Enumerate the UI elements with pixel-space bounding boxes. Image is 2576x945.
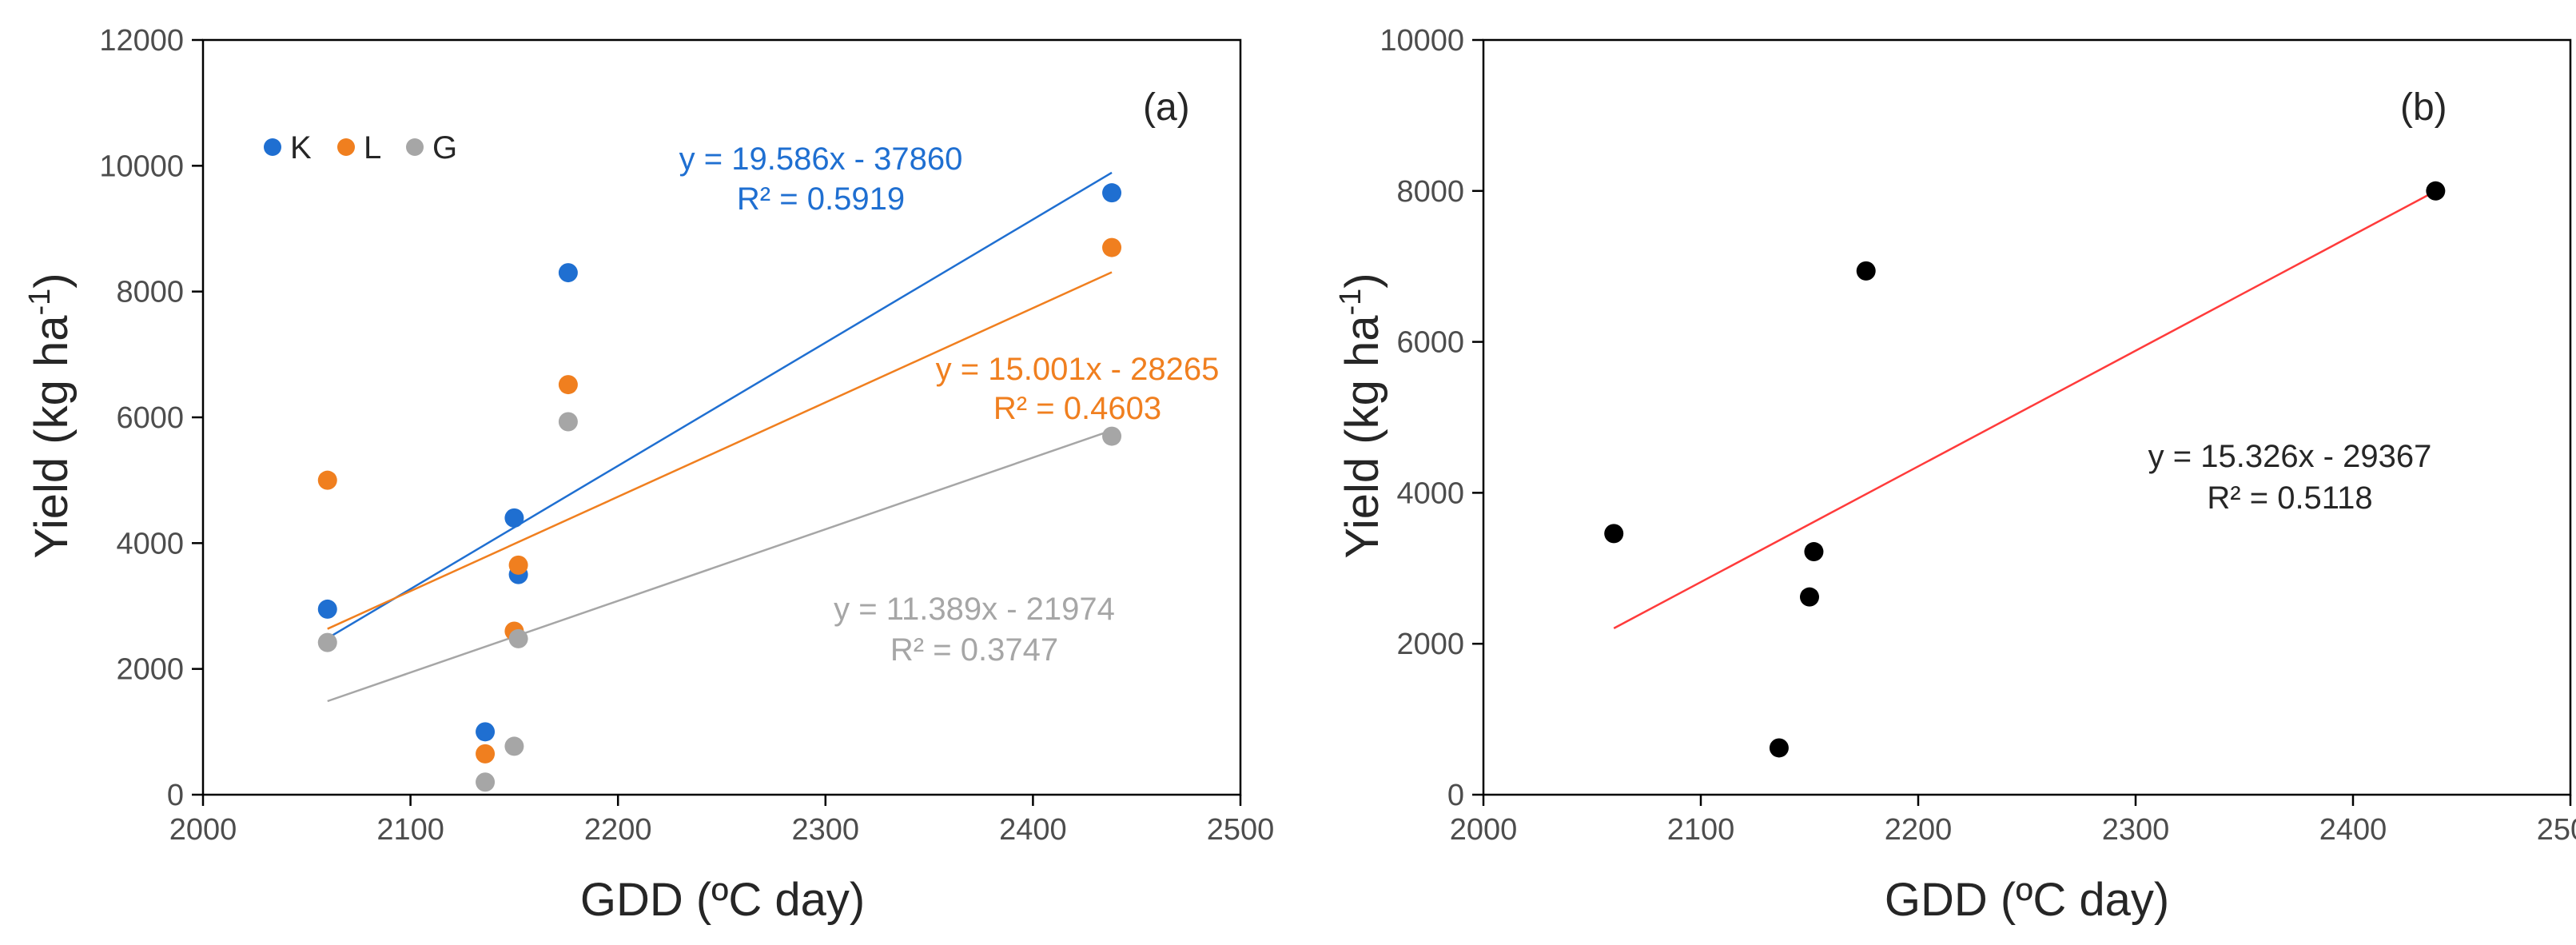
equation-mean: y = 15.326x - 29367 (2148, 439, 2432, 474)
y-tick-label: 6000 (116, 401, 184, 435)
x-tick-label: 2000 (169, 813, 237, 847)
data-point-mean (1804, 542, 1824, 562)
trendline-l (327, 271, 1113, 630)
data-point-g (1102, 426, 1122, 446)
x-tick-label: 2200 (1885, 813, 1953, 847)
chart-panel-b: 2000210022002300240025000200040006000800… (1334, 24, 2576, 926)
x-tick-label: 2200 (584, 813, 652, 847)
chart-panel-a: 2000 2100 2200 2300 2400 25000200040006000800… (23, 24, 1274, 926)
r2-mean: R² = 0.5118 (2207, 480, 2372, 516)
legend-marker-g (406, 138, 424, 156)
data-point-l (558, 375, 578, 395)
data-point-mean (1769, 738, 1789, 758)
data-point-l (476, 744, 496, 764)
data-point-mean (1800, 587, 1819, 607)
y-tick-label: 10000 (99, 150, 184, 183)
data-point-l (508, 555, 528, 575)
x-tick-label: 2400 (999, 813, 1067, 847)
data-point-l (317, 470, 337, 490)
legend-marker-l (337, 138, 355, 156)
axis-ticks-b: 2000210022002300240025000200040006000800… (1380, 24, 2576, 847)
data-points-b (1604, 181, 2446, 758)
data-point-mean (1856, 261, 1876, 281)
plot-area-a (201, 38, 1242, 796)
legend-a: K L G (264, 130, 457, 165)
x-tick-label: 2100 (376, 813, 444, 847)
trendline-k (327, 171, 1113, 640)
y-tick-label: 4000 (116, 527, 184, 560)
axis-ticks-a: 2000 2100 2200 2300 2400 25000200040006000800… (99, 24, 1274, 847)
trendline-g (327, 429, 1113, 703)
equations-b: y = 15.326x - 29367 R² = 0.5118 (2148, 439, 2432, 516)
x-tick-label: 2000 (1450, 813, 1518, 847)
y-tick-label: 10000 (1380, 24, 1464, 58)
r2-l: R² = 0.4603 (993, 391, 1161, 426)
r2-k: R² = 0.5919 (737, 181, 905, 217)
data-point-g (558, 412, 578, 432)
legend-label-g: G (432, 130, 457, 165)
data-point-l (1102, 237, 1122, 257)
x-tick-label: 2500 (2537, 813, 2576, 847)
data-point-g (317, 632, 337, 652)
y-tick-label: 4000 (1396, 476, 1464, 510)
legend-label-l: L (364, 130, 381, 165)
x-tick-label: 2100 (1667, 813, 1735, 847)
x-tick-label: 2400 (2319, 813, 2387, 847)
x-axis-label-a: GDD (ºC day) (580, 874, 865, 926)
data-point-k (476, 722, 496, 742)
panel-label-a: (a) (1143, 86, 1190, 129)
data-point-mean (1604, 524, 1624, 544)
r2-g: R² = 0.3747 (890, 632, 1058, 668)
plot-area-b (1482, 38, 2572, 796)
data-point-mean (2426, 181, 2446, 201)
y-tick-label: 8000 (116, 276, 184, 309)
y-tick-label: 6000 (1396, 326, 1464, 360)
equation-k: y = 19.586x - 37860 (679, 142, 963, 177)
x-axis-label-b: GDD (ºC day) (1885, 874, 2169, 926)
x-tick-label: 2300 (2102, 813, 2170, 847)
y-tick-label: 0 (1447, 779, 1464, 812)
data-point-k (1102, 183, 1122, 203)
y-tick-label: 2000 (1396, 628, 1464, 661)
x-tick-label: 2500 (1207, 813, 1275, 847)
data-point-k (504, 508, 524, 528)
equation-l: y = 15.001x - 28265 (936, 352, 1220, 387)
data-point-k (558, 263, 578, 283)
y-tick-label: 2000 (116, 653, 184, 687)
x-tick-label: 2300 (792, 813, 860, 847)
trendlines-a (327, 171, 1113, 703)
trendline-mean (1613, 189, 2436, 629)
data-point-g (476, 772, 496, 792)
legend-marker-k (264, 138, 281, 156)
y-tick-label: 12000 (99, 24, 184, 58)
legend-label-k: K (290, 130, 312, 165)
data-point-g (508, 628, 528, 648)
data-point-g (504, 736, 524, 756)
equations-a: y = 19.586x - 37860 R² = 0.5919 y = 15.0… (679, 142, 1220, 668)
y-tick-label: 8000 (1396, 175, 1464, 209)
data-points-a (317, 183, 1122, 792)
y-axis-label-a: Yield (kg ha-1) (23, 273, 78, 558)
y-axis-label-b: Yield (kg ha-1) (1334, 273, 1388, 558)
trendlines-b (1613, 189, 2436, 629)
panel-label-b: (b) (2400, 86, 2447, 129)
data-point-k (317, 599, 337, 619)
equation-g: y = 11.389x - 21974 (834, 592, 1115, 627)
y-tick-label: 0 (167, 779, 184, 812)
